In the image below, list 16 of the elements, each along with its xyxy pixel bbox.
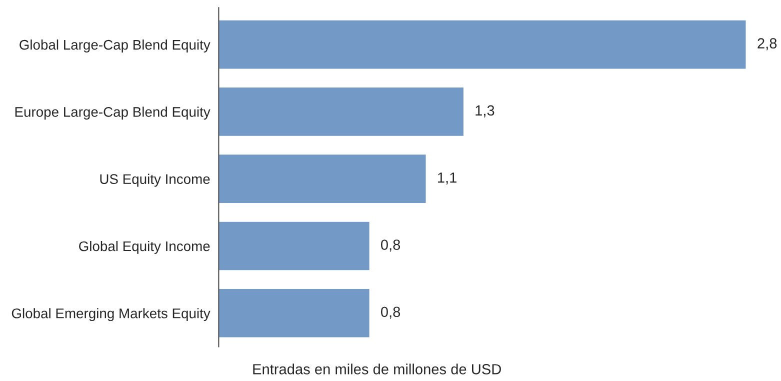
bar [218, 288, 370, 338]
bar [218, 20, 746, 69]
data-label: 2,8 [758, 38, 777, 50]
y-tick-label: US Equity Income [100, 174, 210, 187]
data-label: 1,1 [438, 172, 456, 184]
data-label: 0,8 [380, 306, 400, 319]
bar [218, 222, 370, 270]
bar [218, 88, 464, 136]
x-axis-title: Entradas en miles de millones de USD [253, 364, 501, 374]
bar [218, 154, 426, 204]
data-label: 1,3 [476, 105, 494, 118]
y-tick-label: Europe Large-Cap Blend Equity [15, 106, 210, 120]
y-tick-label: Global Large-Cap Blend Equity [20, 40, 210, 52]
y-tick-label: Global Equity Income [79, 240, 210, 254]
y-tick-label: Global Emerging Markets Equity [12, 308, 210, 322]
data-label: 0,8 [380, 240, 400, 252]
